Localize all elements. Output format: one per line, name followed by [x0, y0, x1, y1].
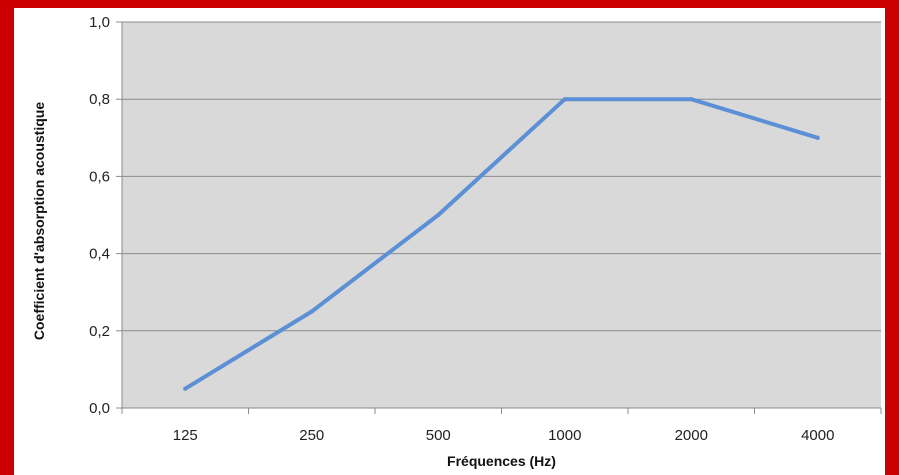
axes: [116, 21, 882, 414]
series-layer: [183, 97, 820, 391]
data-point: [309, 309, 314, 314]
y-tick-label: 1,0: [89, 14, 110, 31]
x-axis-title: Fréquences (Hz): [447, 453, 556, 469]
x-tick-label: 4000: [801, 427, 834, 444]
y-tick-label: 0,2: [89, 323, 110, 340]
x-tick-label: 1000: [548, 427, 581, 444]
data-point: [562, 97, 567, 102]
y-tick-label: 0,6: [89, 168, 110, 185]
data-point: [183, 386, 188, 391]
data-point: [815, 135, 820, 140]
plot-area: [122, 22, 881, 408]
x-tick-label: 125: [173, 427, 198, 444]
x-tick-label: 2000: [675, 427, 708, 444]
y-tick-label: 0,4: [89, 246, 110, 263]
series-line: [183, 97, 820, 391]
y-tick-label: 0,0: [89, 400, 110, 417]
data-point: [689, 97, 694, 102]
x-tick-label: 250: [299, 427, 324, 444]
data-point: [436, 213, 441, 217]
x-tick-label: 500: [426, 427, 451, 444]
tick-labels: 0,0 0,2 0,4 0,6 0,8 1,0 125 250 500 1000 2000 4000: [89, 14, 834, 444]
y-tick-label: 0,8: [89, 91, 110, 108]
y-axis-title: Coefficient d'absorption acoustique: [31, 102, 47, 340]
gridlines: [122, 21, 881, 332]
